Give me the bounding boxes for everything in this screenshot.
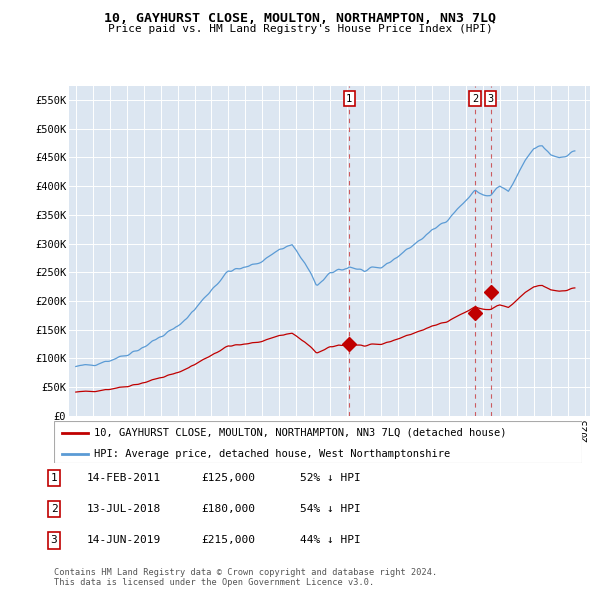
Text: 54% ↓ HPI: 54% ↓ HPI [300, 504, 361, 514]
Text: HPI: Average price, detached house, West Northamptonshire: HPI: Average price, detached house, West… [94, 449, 450, 459]
Text: 2: 2 [50, 504, 58, 514]
Text: 10, GAYHURST CLOSE, MOULTON, NORTHAMPTON, NN3 7LQ (detached house): 10, GAYHURST CLOSE, MOULTON, NORTHAMPTON… [94, 428, 506, 438]
Text: 2: 2 [472, 94, 478, 104]
Text: 52% ↓ HPI: 52% ↓ HPI [300, 473, 361, 483]
Text: £215,000: £215,000 [201, 536, 255, 545]
Text: £180,000: £180,000 [201, 504, 255, 514]
Text: 3: 3 [488, 94, 494, 104]
Text: Price paid vs. HM Land Registry's House Price Index (HPI): Price paid vs. HM Land Registry's House … [107, 24, 493, 34]
Text: £125,000: £125,000 [201, 473, 255, 483]
Text: Contains HM Land Registry data © Crown copyright and database right 2024.
This d: Contains HM Land Registry data © Crown c… [54, 568, 437, 587]
Text: 14-JUN-2019: 14-JUN-2019 [87, 536, 161, 545]
Polygon shape [54, 421, 582, 463]
Text: 44% ↓ HPI: 44% ↓ HPI [300, 536, 361, 545]
Text: 1: 1 [50, 473, 58, 483]
Text: 13-JUL-2018: 13-JUL-2018 [87, 504, 161, 514]
Text: 1: 1 [346, 94, 352, 104]
Text: 3: 3 [50, 536, 58, 545]
Text: 14-FEB-2011: 14-FEB-2011 [87, 473, 161, 483]
Text: 10, GAYHURST CLOSE, MOULTON, NORTHAMPTON, NN3 7LQ: 10, GAYHURST CLOSE, MOULTON, NORTHAMPTON… [104, 12, 496, 25]
